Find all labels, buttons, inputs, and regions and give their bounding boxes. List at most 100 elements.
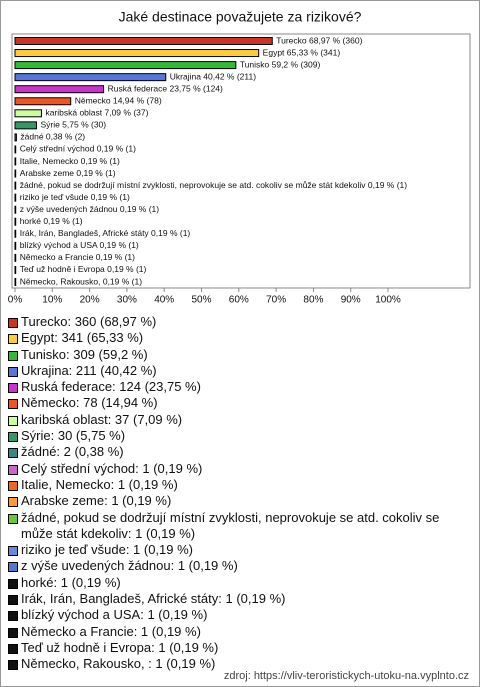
- bar: [14, 193, 17, 202]
- legend-swatch: [8, 415, 18, 426]
- chart-title: Jaké destinace považujete za rizikové?: [119, 9, 362, 25]
- bar: [14, 37, 273, 45]
- x-tick-label: 10%: [42, 295, 62, 306]
- legend-item: Celý střední východ: 1 (0,19 %): [7, 461, 469, 477]
- legend-item: Italie, Nemecko: 1 (0,19 %): [7, 477, 469, 493]
- legend-item: karibská oblast: 37 (7,09 %): [7, 412, 469, 428]
- legend-item: Ukrajina: 211 (40,42 %): [7, 363, 469, 379]
- value-label: Italie, Nemecko 0,19 % (1): [20, 156, 120, 166]
- value-label: žádné, pokud se dodržují místní zvyklost…: [20, 180, 408, 190]
- legend-swatch: [8, 318, 18, 328]
- value-label: Arabske zeme 0,19 % (1): [20, 168, 116, 178]
- value-label: Ukrajina 40,42 % (211): [170, 71, 256, 81]
- bar: [14, 241, 17, 250]
- bar: [14, 169, 17, 178]
- bar: [14, 61, 237, 70]
- legend-item: Německo: 78 (14,94 %): [7, 395, 469, 411]
- value-label: Ruská federace 23,75 % (124): [108, 83, 223, 93]
- bar: [14, 49, 260, 58]
- value-label: Sýrie 5,75 % (30): [40, 120, 106, 130]
- x-tick-label: 50%: [191, 295, 211, 306]
- legend-item: Tunisko: 309 (59,2 %): [7, 347, 469, 363]
- legend-label: Sýrie: 30 (5,75 %): [21, 428, 126, 444]
- value-label: Německo 14,94 % (78): [75, 96, 162, 106]
- legend-label: Arabske zeme: 1 (0,19 %): [21, 493, 172, 509]
- legend-label: blízký východ a USA: 1 (0,19 %): [21, 607, 208, 623]
- legend-label: Tunisko: 309 (59,2 %): [21, 346, 148, 362]
- legend-swatch: [8, 350, 18, 361]
- value-label: Teď už hodně i Evropa 0,19 % (1): [20, 264, 147, 274]
- x-tick-label: 0%: [8, 295, 23, 306]
- legend-swatch: [8, 578, 18, 589]
- legend-item: Irák, Irán, Bangladeš, Africké státy: 1 …: [7, 591, 469, 607]
- legend-item: horké: 1 (0,19 %): [7, 575, 469, 591]
- legend-label: Ruská federace: 124 (23,75 %): [21, 379, 201, 395]
- value-label: Celý střední východ 0,19 % (1): [20, 144, 136, 154]
- legend-label: Irák, Irán, Bangladeš, Africké státy: 1 …: [21, 591, 286, 607]
- bar: [14, 265, 17, 274]
- bar: [14, 181, 17, 190]
- bar: [14, 229, 17, 238]
- legend-label: z výše uvedených žádnou: 1 (0,19 %): [21, 558, 238, 574]
- legend-label: karibská oblast: 37 (7,09 %): [21, 411, 183, 427]
- value-label: žádné 0,38 % (2): [20, 132, 85, 142]
- bar: [14, 109, 42, 118]
- legend-swatch: [8, 546, 18, 557]
- legend-label: Celý střední východ: 1 (0,19 %): [21, 460, 203, 476]
- chart: Jaké destinace považujete za rizikové? 0…: [8, 9, 471, 306]
- legend-item: z výše uvedených žádnou: 1 (0,19 %): [7, 558, 469, 574]
- bar: [14, 217, 17, 226]
- legend-item: Německo, Rakousko, : 1 (0,19 %): [7, 656, 469, 672]
- value-label: Egypt 65,33 % (341): [263, 47, 341, 57]
- value-label: Tunisko 59,2 % (309): [240, 59, 321, 69]
- legend-label: Italie, Nemecko: 1 (0,19 %): [21, 476, 178, 492]
- legend-label: horké: 1 (0,19 %): [21, 574, 121, 590]
- legend-swatch: [8, 643, 18, 654]
- legend-swatch: [8, 611, 18, 622]
- bar: [14, 97, 72, 106]
- x-tick-label: 100%: [375, 295, 401, 306]
- bar: [14, 278, 17, 286]
- bar: [14, 253, 17, 262]
- legend-swatch: [8, 513, 18, 524]
- legend-swatch: [8, 448, 18, 459]
- legend-item: Německo a Francie: 1 (0,19 %): [7, 624, 469, 640]
- value-label: karibská oblast 7,09 % (37): [45, 108, 148, 118]
- legend-item: blízký východ a USA: 1 (0,19 %): [7, 607, 469, 623]
- legend-label: Teď už hodně i Evropa: 1 (0,19 %): [21, 639, 219, 655]
- x-tick-label: 90%: [341, 295, 361, 306]
- value-label: Německo, Rakousko, 0,19 % (1): [20, 276, 143, 286]
- legend-swatch: [8, 497, 18, 508]
- legend-item: Turecko: 360 (68,97 %): [7, 314, 469, 330]
- bar: [14, 157, 17, 166]
- legend: Turecko: 360 (68,97 %) Egypt: 341 (65,33 …: [7, 314, 469, 673]
- legend-swatch: [8, 660, 18, 671]
- value-label: horké 0,19 % (1): [20, 216, 83, 226]
- bar: [14, 85, 105, 94]
- plot-frame: [11, 33, 471, 289]
- value-label: Turecko 68,97 % (360): [276, 35, 362, 45]
- x-tick-label: 20%: [80, 295, 100, 306]
- legend-item: žádné, pokud se dodržují místní zvyklost…: [7, 510, 469, 543]
- legend-swatch: [8, 334, 18, 345]
- value-label: blízký východ a USA 0,19 % (1): [20, 240, 139, 250]
- legend-swatch: [8, 366, 18, 377]
- legend-label: Turecko: 360 (68,97 %): [21, 314, 157, 329]
- legend-swatch: [8, 464, 18, 475]
- legend-swatch: [8, 399, 18, 410]
- legend-item: Sýrie: 30 (5,75 %): [7, 428, 469, 444]
- legend-item: Ruská federace: 124 (23,75 %): [7, 379, 469, 395]
- legend-label: Německo a Francie: 1 (0,19 %): [21, 623, 201, 639]
- x-tick-label: 80%: [303, 295, 323, 306]
- x-tick-label: 30%: [117, 295, 137, 306]
- legend-item: Egypt: 341 (65,33 %): [7, 330, 469, 346]
- bar: [14, 133, 17, 142]
- value-label: Německo a Francie 0,19 % (1): [20, 252, 135, 262]
- bar: [14, 205, 17, 214]
- legend-label: Německo, Rakousko, : 1 (0,19 %): [21, 656, 216, 672]
- legend-label: Ukrajina: 211 (40,42 %): [21, 362, 157, 378]
- legend-label: žádné: 2 (0,38 %): [21, 444, 124, 460]
- legend-label: Německo: 78 (14,94 %): [21, 395, 158, 411]
- bar: [14, 73, 167, 82]
